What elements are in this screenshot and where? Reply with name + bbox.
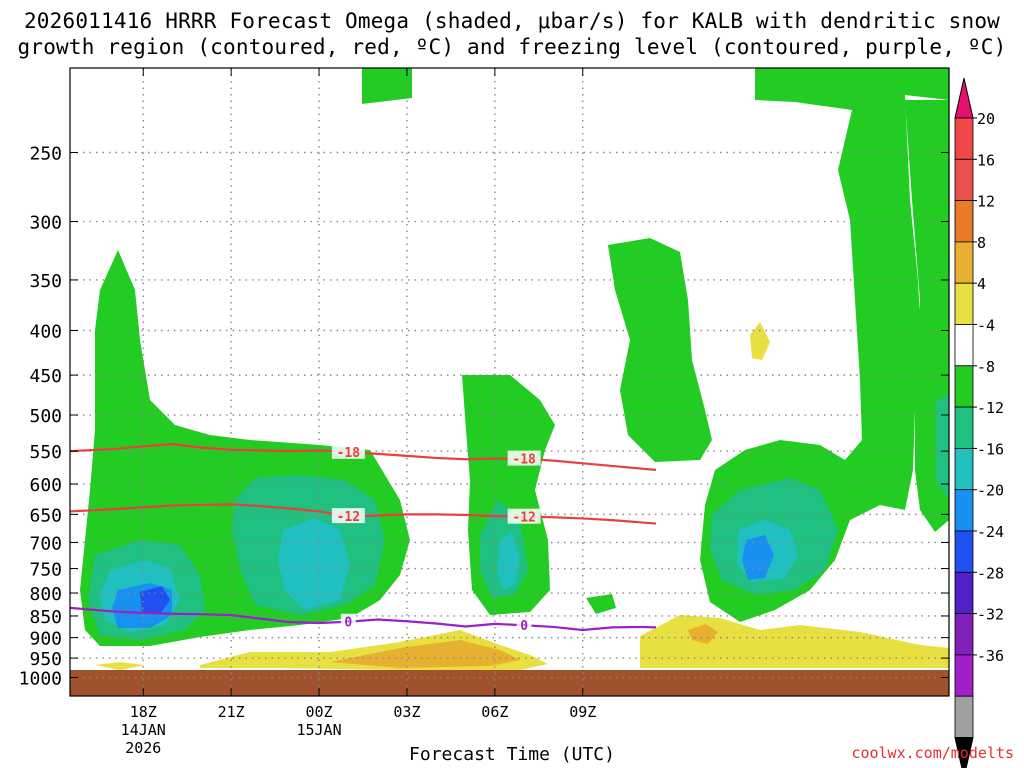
- colorbar-swatch: [954, 158, 974, 202]
- contour-line: [70, 606, 657, 632]
- omega-band-cyan: [497, 532, 520, 590]
- contour-label-bg: [340, 613, 356, 629]
- omega-band-green: [700, 68, 949, 622]
- x-tick-label: 06Z: [481, 703, 508, 721]
- colorbar-swatch: [954, 654, 974, 697]
- y-tick-label: 400: [29, 322, 62, 343]
- contour-label: -18: [512, 453, 536, 468]
- y-tick-label: 850: [29, 607, 62, 628]
- contour-label: -12: [512, 511, 535, 526]
- y-tick-label: 550: [29, 442, 62, 463]
- colorbar-cap-top: [954, 77, 974, 119]
- y-tick-label: 900: [29, 629, 62, 650]
- y-tick-label: 300: [29, 213, 62, 234]
- y-tick-label: 950: [29, 649, 62, 670]
- contour-line: [70, 503, 657, 525]
- x-tick-label: 18Z: [130, 703, 157, 721]
- omega-shading: [80, 68, 949, 670]
- y-tick-label: 650: [29, 505, 62, 526]
- colorbar-label: 8: [977, 234, 986, 252]
- colorbar-label: -12: [977, 399, 1004, 417]
- colorbar-swatch: [954, 365, 974, 408]
- colorbar-label: -28: [977, 564, 1004, 582]
- colorbar-label: 16: [977, 151, 995, 169]
- colorbar-swatch: [954, 571, 974, 614]
- x-tick-label: 00Z: [306, 703, 333, 721]
- y-tick-label: 1000: [19, 669, 62, 690]
- y-tick-label: 450: [29, 366, 62, 387]
- footer-credit: coolwx.com/modelts: [851, 744, 1014, 762]
- contour-label-bg: [516, 617, 532, 633]
- omega-band-cyan: [278, 518, 350, 610]
- colorbar-label: 12: [977, 193, 995, 211]
- contour-label: -12: [337, 510, 360, 525]
- colorbar-label: -8: [977, 358, 995, 376]
- omega-band-orange: [688, 624, 718, 644]
- ground-fill: [70, 670, 949, 696]
- omega-band-green: [608, 238, 712, 462]
- x-tick-label: 09Z: [569, 703, 596, 721]
- omega-band-green: [586, 594, 616, 614]
- x-tick-label: 03Z: [393, 703, 420, 721]
- omega-band-teal: [936, 395, 949, 500]
- x-tick-label: 15JAN: [296, 721, 341, 739]
- y-tick-label: 250: [29, 144, 62, 165]
- chart-title-line2: growth region (contoured, red, ºC) and f…: [17, 35, 1007, 59]
- grid: [70, 68, 949, 696]
- omega-band-green: [362, 68, 412, 104]
- y-tick-label: 600: [29, 475, 62, 496]
- colorbar-swatch: [954, 241, 974, 284]
- x-tick-label: 14JAN: [121, 721, 166, 739]
- chart-title: 2026011416 HRRR Forecast Omega (shaded, …: [0, 8, 1024, 60]
- contour-line: [70, 443, 657, 472]
- colorbar-label: -16: [977, 440, 1004, 458]
- colorbar-swatch: [954, 447, 974, 491]
- contour-label-bg: [331, 508, 365, 524]
- y-tick-label: 750: [29, 560, 62, 581]
- colorbar: 20 16 12 8 4 -4 -8 -12 -16 -20 -24 -28 -32 -36: [954, 77, 1004, 768]
- omega-band-yellow: [640, 615, 949, 668]
- colorbar-swatch: [954, 613, 974, 656]
- omega-band-orange: [330, 640, 520, 668]
- colorbar-label: 4: [977, 275, 986, 293]
- y-tick-label: 700: [29, 533, 62, 554]
- colorbar-swatch: [954, 406, 974, 449]
- y-tick-label: 500: [29, 406, 62, 427]
- colorbar-swatch: [954, 324, 974, 367]
- colorbar-label: -24: [977, 523, 1004, 541]
- colorbar-swatch: [954, 117, 974, 160]
- omega-band-yellow: [750, 322, 770, 360]
- colorbar-cap-bottom: [954, 737, 974, 768]
- contour-label: 0: [520, 619, 528, 634]
- x-tick-label: 21Z: [218, 703, 245, 721]
- colorbar-label: -36: [977, 647, 1004, 665]
- colorbar-swatch: [954, 695, 974, 738]
- colorbar-label: 20: [977, 110, 995, 128]
- contour-label: -18: [337, 446, 361, 461]
- x-axis-title: Forecast Time (UTC): [409, 744, 615, 765]
- colorbar-label: -32: [977, 606, 1004, 624]
- contour-label: 0: [344, 616, 352, 631]
- contour-lines: -18 -18 -12 -12 0 0: [70, 443, 657, 634]
- y-tick-label: 350: [29, 271, 62, 292]
- contour-label-bg: [507, 508, 541, 524]
- omega-band-yellow: [95, 662, 145, 670]
- colorbar-swatch: [954, 200, 974, 243]
- y-tick-label: 800: [29, 584, 62, 605]
- colorbar-swatch: [954, 489, 974, 532]
- colorbar-swatch: [954, 530, 974, 573]
- plot-frame: [69, 67, 950, 697]
- colorbar-swatch: [954, 282, 974, 325]
- contour-label-bg: [331, 443, 365, 459]
- x-tick-label: 2026: [125, 739, 161, 757]
- y-axis: 2503003504004505005506006507007508008509…: [19, 144, 949, 690]
- colorbar-label: -4: [977, 317, 995, 335]
- chart-title-line1: 2026011416 HRRR Forecast Omega (shaded, …: [23, 9, 1001, 33]
- contour-label-bg: [507, 450, 541, 466]
- colorbar-label: -20: [977, 482, 1004, 500]
